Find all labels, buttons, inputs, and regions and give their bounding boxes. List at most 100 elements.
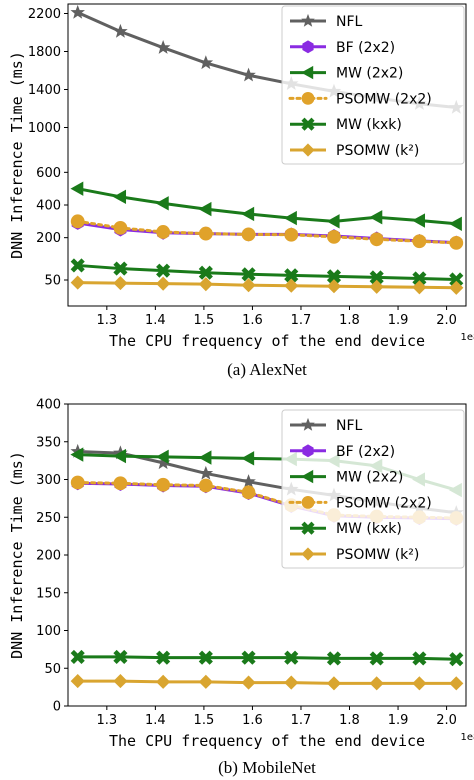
- data-point-6: [449, 676, 464, 691]
- x-tick-label: 1.4: [145, 713, 166, 728]
- data-point-4: [156, 225, 171, 239]
- y-axis-label: DNN Inference Time (ms): [8, 451, 26, 659]
- data-point-6: [198, 277, 213, 292]
- x-tick-label: 2.0: [436, 713, 457, 728]
- y-tick-label: 100: [36, 624, 61, 639]
- x-tick-label: 1.3: [96, 313, 117, 328]
- data-point-5: [369, 651, 384, 666]
- data-point-6: [369, 676, 384, 691]
- data-point-4: [156, 477, 171, 492]
- legend-label-1: NFL: [336, 14, 363, 30]
- x-tick-label: 1.5: [194, 313, 215, 328]
- data-point-1: [70, 4, 85, 19]
- x-tick-label: 1.7: [291, 313, 312, 328]
- series-line-4: [76, 219, 458, 245]
- x-tick-label: 1.3: [96, 713, 117, 728]
- x-tick-label: 1.9: [388, 713, 409, 728]
- data-point-5: [412, 271, 427, 286]
- data-point-3: [412, 213, 426, 228]
- data-point-5: [198, 265, 213, 280]
- data-point-5: [156, 650, 171, 665]
- legend-label-5: MW (kxk): [336, 521, 402, 537]
- data-point-6: [113, 674, 128, 689]
- data-point-6: [70, 275, 85, 290]
- data-point-3: [326, 214, 340, 229]
- y-tick-label: 200: [36, 549, 61, 564]
- legend-marker-5: [301, 521, 315, 535]
- data-point-6: [241, 675, 256, 690]
- chart-panel-mobilenet: 1.3 1.4 1.5 1.6 1.7 1.8 1.9 2.0 1e8 0 50 100 150 200 2…: [8, 398, 474, 778]
- legend-marker-3: [301, 65, 314, 80]
- data-point-4: [241, 485, 256, 500]
- legend-marker-5: [301, 117, 315, 131]
- legend: NFL BF (2x2) MW (2x2) PSOMW (2x2) MW (kxk) PS…: [281, 5, 465, 165]
- data-point-6: [284, 675, 299, 690]
- legend-label-2: BF (2x2): [336, 40, 395, 56]
- legend-marker-1: [301, 417, 315, 431]
- legend-label-6: PSOMW (k²): [336, 547, 419, 563]
- data-point-3: [283, 210, 297, 226]
- series-line-3: [77, 187, 457, 226]
- data-point-5: [70, 649, 85, 664]
- legend-marker-3: [301, 469, 314, 484]
- x-multiplier-label: 1e8: [461, 332, 474, 343]
- y-tick-label: 600: [36, 166, 61, 181]
- data-point-5: [241, 267, 256, 282]
- x-axis-label: The CPU frequency of the end device: [109, 332, 425, 350]
- data-point-4: [369, 232, 384, 247]
- y-tick-label: 50: [44, 662, 61, 677]
- data-point-6: [326, 279, 342, 294]
- data-point-4: [241, 227, 256, 242]
- data-point-6: [412, 280, 427, 295]
- legend-label-3: MW (2x2): [336, 66, 403, 82]
- data-point-6: [326, 676, 342, 691]
- legend-marker-6: [301, 143, 315, 157]
- data-point-6: [449, 280, 464, 295]
- legend-label-4: PSOMW (2x2): [336, 91, 432, 107]
- data-point-1: [241, 474, 256, 488]
- legend-label-4: PSOMW (2x2): [336, 495, 432, 511]
- x-tick-label: 1.4: [145, 313, 166, 328]
- data-point-6: [369, 279, 384, 294]
- data-point-3: [113, 448, 127, 464]
- data-point-5: [412, 651, 427, 666]
- data-point-4: [113, 476, 128, 491]
- y-axis-label: DNN Inference Time (ms): [8, 51, 26, 259]
- data-point-5: [113, 261, 128, 276]
- data-point-4: [198, 226, 213, 241]
- data-point-5: [449, 652, 464, 667]
- x-tick-label: 1.7: [291, 713, 312, 728]
- data-point-3: [448, 216, 462, 231]
- legend-label-1: NFL: [336, 418, 363, 434]
- data-point-4: [70, 214, 85, 229]
- data-point-5: [284, 268, 299, 283]
- data-point-4: [198, 478, 213, 493]
- y-tick-label: 1400: [28, 83, 61, 98]
- data-point-4: [449, 235, 464, 250]
- series-line-5: [77, 655, 457, 661]
- x-multiplier-label: 1e8: [461, 732, 474, 743]
- data-point-4: [284, 227, 299, 242]
- y-tick-label: 2200: [28, 7, 61, 22]
- legend-label-2: BF (2x2): [336, 444, 395, 460]
- data-point-3: [198, 450, 212, 465]
- legend-marker-2: [302, 444, 314, 458]
- x-tick-label: 1.6: [242, 313, 263, 328]
- figure-caption: (a) AlexNet: [227, 360, 307, 379]
- data-point-4: [70, 475, 85, 490]
- data-point-3: [113, 189, 127, 205]
- chart-panel-alexnet: 1.3 1.4 1.5 1.6 1.7 1.8 1.9 2.0 1e8 50 200 400 600 10…: [8, 3, 474, 379]
- legend-box: [281, 5, 465, 165]
- series-line-6: [77, 281, 457, 290]
- legend-marker-4: [301, 496, 315, 509]
- y-tick-label: 400: [36, 398, 61, 413]
- y-tick-label: 300: [36, 473, 61, 488]
- data-point-6: [113, 276, 128, 291]
- data-point-4: [327, 229, 341, 244]
- data-point-5: [113, 649, 128, 664]
- data-point-5: [70, 258, 85, 273]
- data-point-1: [241, 67, 256, 82]
- legend-label-3: MW (2x2): [336, 470, 403, 486]
- y-tick-label: 200: [36, 231, 61, 246]
- data-point-6: [70, 674, 85, 689]
